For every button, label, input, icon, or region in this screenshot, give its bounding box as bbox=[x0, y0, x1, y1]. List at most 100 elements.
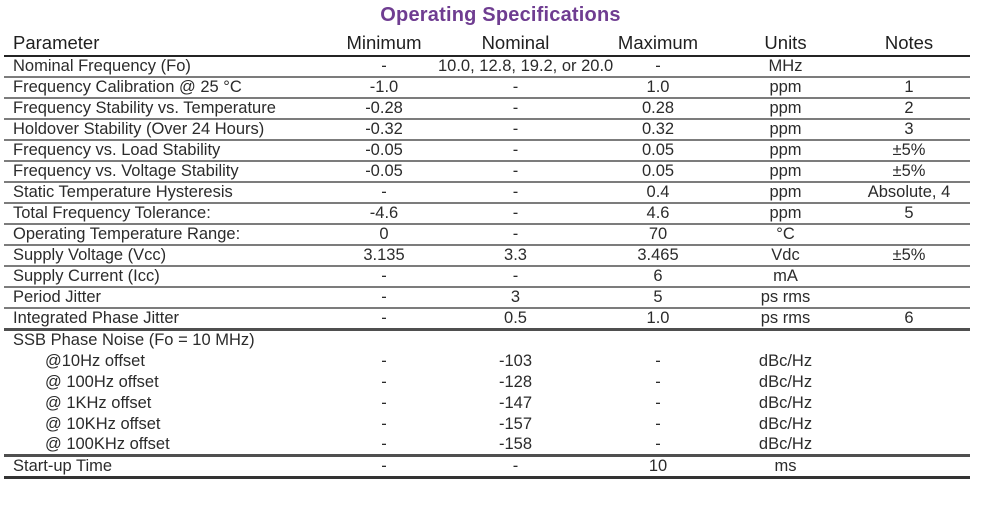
table-row: @ 100Hz offset - -128 - dBc/Hz bbox=[4, 372, 970, 393]
cell-minimum: -1.0 bbox=[330, 77, 438, 99]
cell-parameter: Period Jitter bbox=[4, 287, 330, 309]
page-title: Operating Specifications bbox=[380, 4, 621, 26]
cell-minimum: - bbox=[381, 393, 387, 412]
table-row: Period Jitter -3 5 ps rms bbox=[4, 287, 970, 309]
cell-nominal: - bbox=[438, 455, 593, 479]
table-row: Frequency Calibration @ 25 °C -1.0-1.0 ppm… bbox=[4, 77, 970, 99]
cell-notes: ±5% bbox=[848, 140, 970, 162]
cell-parameter: Static Temperature Hysteresis bbox=[4, 182, 330, 204]
column-header-parameter: Parameter bbox=[4, 31, 330, 57]
cell-notes bbox=[848, 330, 970, 351]
table-header: Parameter Minimum Nominal Maximum Units … bbox=[4, 31, 970, 57]
spec-table-body: Nominal Frequency (Fo) -10.0, 12.8, 19.2,… bbox=[4, 56, 970, 479]
cell-minimum: 3.135 bbox=[330, 245, 438, 267]
cell-parameter: Supply Voltage (Vcc) bbox=[4, 245, 330, 267]
cell-units: dBc/Hz bbox=[758, 414, 813, 433]
cell-notes: ±5% bbox=[848, 245, 970, 267]
table-row: Supply Voltage (Vcc) 3.135 3.3 3.465 Vdc ±5% bbox=[4, 245, 970, 267]
cell-parameter: Integrated Phase Jitter bbox=[4, 308, 330, 331]
cell-nominal: - bbox=[438, 266, 593, 288]
cell-units: dBc/Hz bbox=[758, 351, 813, 370]
column-header-units: Units bbox=[723, 31, 848, 57]
cell-minimum: -0.05 bbox=[330, 140, 438, 162]
table-row: Frequency vs. Load Stability -0.05-0.05 pp… bbox=[4, 140, 970, 162]
cell-minimum: -0.05 bbox=[330, 161, 438, 183]
cell-units: ppm bbox=[723, 182, 848, 204]
cell-notes: 6 bbox=[848, 308, 970, 331]
cell-units: °C bbox=[723, 224, 848, 246]
cell-notes: ±5% bbox=[848, 161, 970, 183]
cell-units: Vdc bbox=[723, 245, 848, 267]
cell-parameter: Nominal Frequency (Fo) bbox=[4, 56, 330, 78]
cell-minimum: - bbox=[330, 287, 438, 309]
table-row: @10Hz offset - -103 - dBc/Hz bbox=[4, 351, 970, 372]
cell-maximum: 4.6 bbox=[593, 203, 723, 225]
table-row: Start-up Time - -10 ms bbox=[4, 455, 970, 479]
cell-maximum bbox=[593, 330, 723, 351]
cell-minimum: - bbox=[381, 414, 387, 433]
cell-nominal: 3 bbox=[438, 287, 593, 309]
cell-notes: 3 bbox=[848, 119, 970, 141]
cell-minimum: - bbox=[330, 434, 438, 457]
table-row: Holdover Stability (Over 24 Hours) -0.32-… bbox=[4, 119, 970, 141]
cell-maximum: - bbox=[655, 351, 661, 370]
table-row: Frequency vs. Voltage Stability -0.05-0.0… bbox=[4, 161, 970, 183]
cell-minimum: - bbox=[330, 266, 438, 288]
cell-nominal: -147 bbox=[498, 393, 533, 412]
cell-units: ppm bbox=[723, 77, 848, 99]
cell-notes: Absolute, 4 bbox=[848, 182, 970, 204]
cell-parameter: @ 10KHz offset bbox=[45, 414, 161, 433]
cell-notes: 1 bbox=[848, 77, 970, 99]
cell-maximum: 6 bbox=[593, 266, 723, 288]
cell-maximum: 10 bbox=[593, 455, 723, 479]
cell-nominal: - bbox=[438, 161, 593, 183]
table-row: Integrated Phase Jitter -0.5 1.0 ps rms 6 bbox=[4, 308, 970, 331]
table-row: @ 1KHz offset - -147 - dBc/Hz bbox=[4, 393, 970, 414]
cell-nominal: -128 bbox=[498, 372, 533, 391]
cell-nominal bbox=[438, 330, 593, 351]
cell-parameter: Holdover Stability (Over 24 Hours) bbox=[4, 119, 330, 141]
cell-notes bbox=[848, 393, 970, 414]
cell-minimum: - bbox=[330, 56, 438, 78]
cell-notes bbox=[848, 351, 970, 372]
cell-units: ppm bbox=[723, 119, 848, 141]
cell-units: ms bbox=[723, 455, 848, 479]
cell-notes bbox=[848, 56, 970, 78]
cell-units: ppm bbox=[723, 98, 848, 120]
cell-maximum: 1.0 bbox=[593, 308, 723, 331]
cell-notes: 2 bbox=[848, 98, 970, 120]
cell-minimum: - bbox=[381, 372, 387, 391]
cell-nominal: - bbox=[438, 224, 593, 246]
cell-units: dBc/Hz bbox=[758, 372, 813, 391]
cell-nominal: - bbox=[438, 203, 593, 225]
cell-minimum bbox=[330, 330, 438, 351]
cell-notes bbox=[848, 372, 970, 393]
column-header-notes: Notes bbox=[848, 31, 970, 57]
cell-parameter: Total Frequency Tolerance: bbox=[4, 203, 330, 225]
cell-nominal: 10.0, 12.8, 19.2, or 20.0 bbox=[438, 56, 614, 78]
cell-maximum: - bbox=[655, 414, 661, 433]
cell-minimum: 0 bbox=[330, 224, 438, 246]
cell-minimum: - bbox=[330, 308, 438, 331]
table-row: Static Temperature Hysteresis - -0.4 ppm Abs… bbox=[4, 182, 970, 204]
cell-maximum: 0.32 bbox=[593, 119, 723, 141]
header-row: Parameter Minimum Nominal Maximum Units … bbox=[4, 31, 970, 57]
cell-notes bbox=[848, 414, 970, 435]
cell-maximum: 70 bbox=[593, 224, 723, 246]
column-header-minimum: Minimum bbox=[330, 31, 438, 57]
cell-parameter: Supply Current (Icc) bbox=[4, 266, 330, 288]
cell-maximum: 5 bbox=[593, 287, 723, 309]
cell-maximum: 0.28 bbox=[593, 98, 723, 120]
cell-units: ps rms bbox=[723, 287, 848, 309]
cell-units: mA bbox=[723, 266, 848, 288]
cell-maximum: - bbox=[593, 56, 723, 78]
cell-parameter: Frequency vs. Load Stability bbox=[4, 140, 330, 162]
table-row: Operating Temperature Range: 0-70 °C bbox=[4, 224, 970, 246]
table-row: @ 100KHz offset - -158- dBc/Hz bbox=[4, 434, 970, 457]
cell-nominal: -158 bbox=[438, 434, 593, 457]
cell-notes bbox=[848, 455, 970, 479]
cell-nominal: - bbox=[438, 98, 593, 120]
cell-nominal: - bbox=[438, 182, 593, 204]
cell-units: MHz bbox=[723, 56, 848, 78]
